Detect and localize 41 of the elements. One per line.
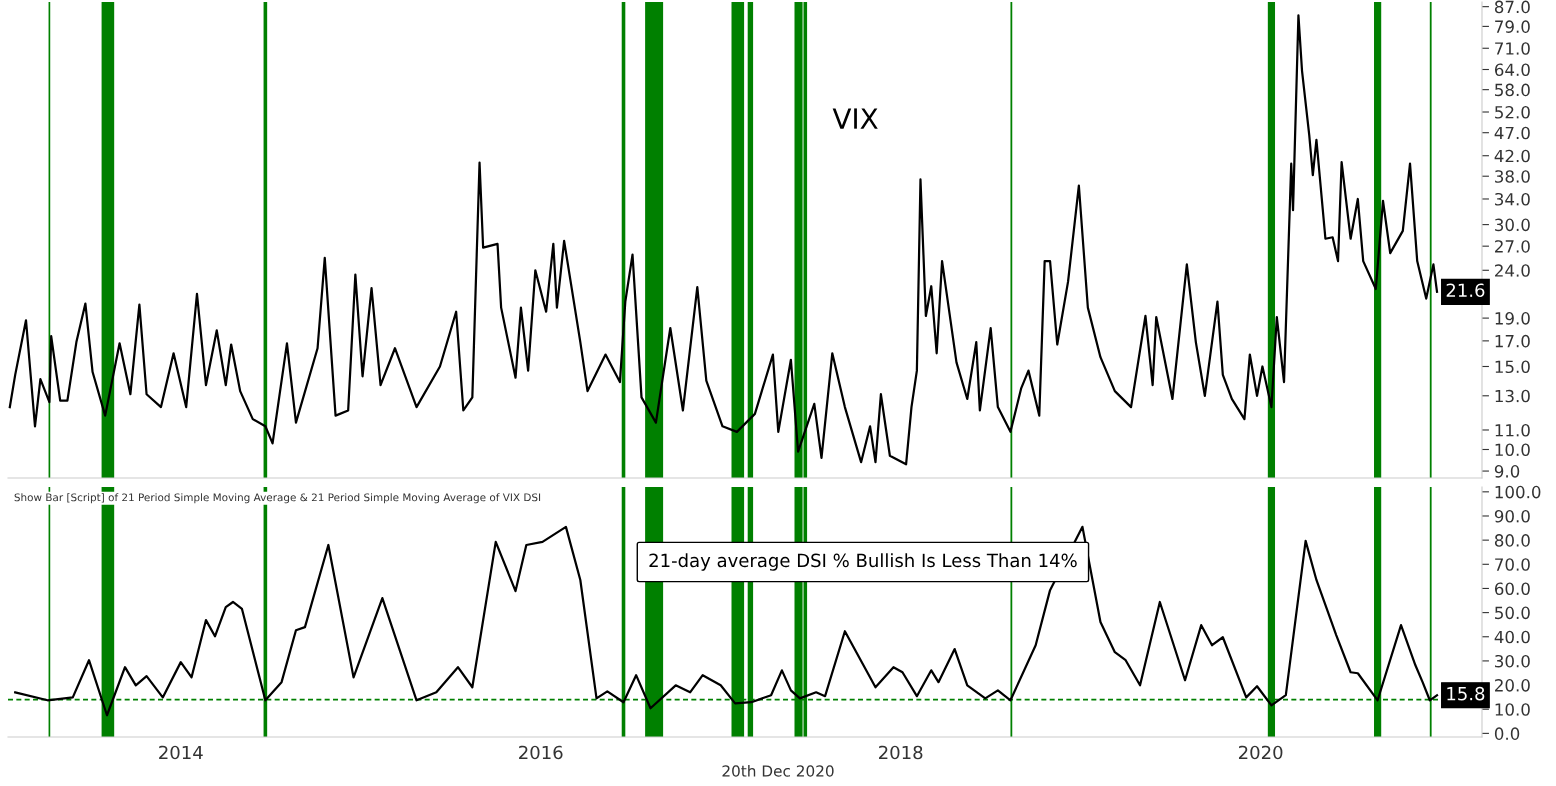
annotation: 21.6 xyxy=(1446,283,1485,298)
y-tick-label: 19.0 xyxy=(1495,312,1530,325)
y-tick-label: 79.0 xyxy=(1495,20,1530,33)
text: VIX xyxy=(832,108,878,129)
y-tick-label: 40.0 xyxy=(1494,630,1530,644)
y-tick-label: 71.0 xyxy=(1495,42,1530,55)
y-tick-label: 34.0 xyxy=(1495,192,1530,206)
x-tick-label: 2016 xyxy=(519,745,563,760)
y-tick-label: 11.0 xyxy=(1495,423,1530,437)
y-tick-label: 30.0 xyxy=(1495,654,1530,668)
y-tick-label: 87.0 xyxy=(1494,0,1530,14)
y-tick-label: 9.0 xyxy=(1494,465,1520,478)
y-tick-label: 64.0 xyxy=(1494,63,1530,77)
y-tick-label: 24.0 xyxy=(1495,264,1530,277)
text: 20th Dec 2020 xyxy=(722,764,834,777)
y-tick-label: 60.0 xyxy=(1494,582,1530,596)
y-tick-label: 30.0 xyxy=(1495,218,1530,232)
y-tick-label: 90.0 xyxy=(1494,509,1530,523)
y-tick-label: 52.0 xyxy=(1495,105,1530,119)
y-tick-label: 50.0 xyxy=(1495,606,1530,620)
y-tick-label: 38.0 xyxy=(1495,170,1530,183)
y-tick-label: 47.0 xyxy=(1494,126,1530,140)
y-tick-label: 17.0 xyxy=(1495,334,1530,348)
x-tick-label: 2018 xyxy=(879,745,923,760)
x-tick-label: 2014 xyxy=(159,745,203,760)
y-tick-label: 27.0 xyxy=(1495,240,1530,253)
y-tick-label: 20.0 xyxy=(1495,679,1530,692)
y-tick-label: 70.0 xyxy=(1495,558,1530,571)
annotation: 21-day average DSI % Bullish Is Less Than 14% xyxy=(649,553,1077,571)
y-tick-label: 100.0 xyxy=(1495,485,1541,499)
annotation: 15.8 xyxy=(1447,686,1485,701)
y-tick-label: 42.0 xyxy=(1494,149,1530,163)
x-tick-label: 2020 xyxy=(1238,745,1283,760)
y-tick-label: 80.0 xyxy=(1494,534,1530,547)
y-tick-label: 10.0 xyxy=(1495,703,1530,716)
y-tick-label: 13.0 xyxy=(1495,389,1530,403)
y-tick-label: 0.0 xyxy=(1494,727,1520,740)
y-tick-label: 10.0 xyxy=(1495,443,1530,457)
text: Show Bar [Script] of 21 Period Simple Moving Average & 21 Period Simple Moving Average of VIX DSI xyxy=(14,493,541,504)
y-tick-label: 15.0 xyxy=(1495,360,1530,374)
y-tick-label: 58.0 xyxy=(1495,83,1530,97)
